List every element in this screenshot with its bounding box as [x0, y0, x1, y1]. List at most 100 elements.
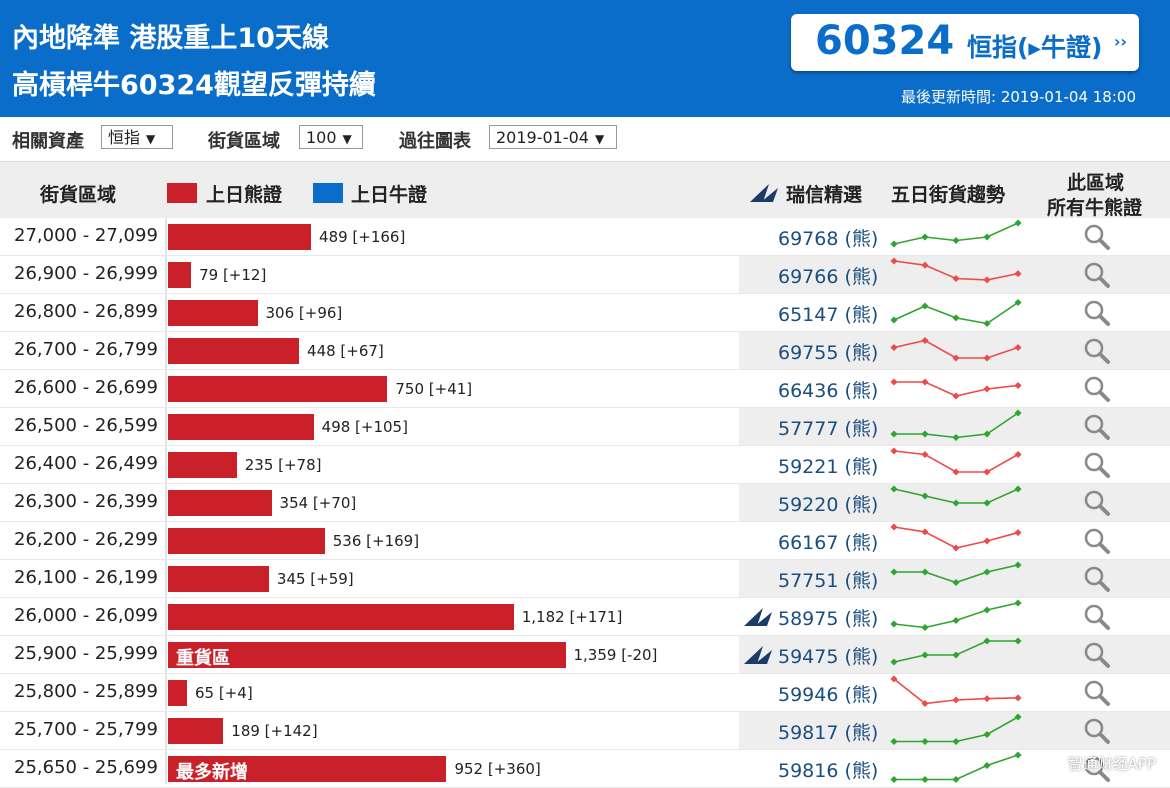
bar-tag: 重貨區	[176, 648, 230, 669]
search-icon[interactable]	[1083, 413, 1111, 441]
warrant-type: (熊)	[844, 342, 879, 364]
trend-point	[1014, 219, 1022, 227]
range-label: 25,800 - 25,899	[14, 681, 158, 702]
bear-bar[interactable]	[168, 338, 300, 364]
bar-value-label: 1,182 [+171]	[521, 608, 623, 626]
search-icon[interactable]	[1083, 261, 1111, 289]
bear-bar[interactable]	[168, 566, 269, 592]
bear-bar[interactable]	[168, 718, 224, 744]
warrant-type: (熊)	[844, 456, 879, 478]
bear-bar[interactable]	[168, 376, 388, 402]
bear-bar[interactable]	[168, 490, 272, 516]
history-select[interactable]: 2019-01-04 ▼	[489, 125, 617, 149]
bear-bar[interactable]	[168, 300, 258, 326]
warrant-code-link[interactable]: 66167 (熊)	[778, 528, 878, 555]
row-separator	[0, 559, 1170, 560]
caret-down-icon: ▼	[146, 132, 156, 146]
trend-point	[983, 568, 991, 576]
bear-bar[interactable]	[168, 414, 314, 440]
trend-sparkline	[890, 447, 1022, 476]
warrant-code-link[interactable]: 69766 (熊)	[778, 262, 878, 289]
search-icon[interactable]	[1083, 299, 1111, 327]
range-label: 26,900 - 26,999	[14, 263, 158, 284]
warrant-code-link[interactable]: 65147 (熊)	[778, 300, 878, 327]
row-separator	[0, 369, 1170, 370]
search-icon[interactable]	[1083, 717, 1111, 745]
search-icon[interactable]	[1083, 679, 1111, 707]
trend-point	[921, 430, 929, 438]
trend-point	[952, 696, 960, 704]
warrant-type: (熊)	[844, 722, 879, 744]
range-label: 26,600 - 26,699	[14, 377, 158, 398]
bear-bar[interactable]	[168, 262, 192, 288]
row-separator	[0, 407, 1170, 408]
warrant-code: 65147	[778, 304, 839, 326]
search-icon[interactable]	[1083, 565, 1111, 593]
warrant-code-link[interactable]: 57751 (熊)	[778, 566, 878, 593]
warrant-code-link[interactable]: 57777 (熊)	[778, 414, 878, 441]
search-icon[interactable]	[1083, 337, 1111, 365]
trend-point	[921, 233, 929, 241]
range-label: 25,650 - 25,699	[14, 757, 158, 778]
trend-sparkline	[890, 219, 1022, 248]
bear-bar[interactable]: 重貨區	[168, 642, 566, 669]
warrant-code: 69755	[778, 342, 839, 364]
trend-point	[983, 233, 991, 241]
warrant-code-link[interactable]: 58975 (熊)	[778, 604, 878, 631]
bear-bar[interactable]	[168, 528, 325, 554]
headline-line1[interactable]: 內地降準 港股重上10天線	[12, 23, 329, 54]
warrant-code-link[interactable]: 59221 (熊)	[778, 452, 878, 479]
trend-point	[1014, 485, 1022, 493]
row-separator	[0, 445, 1170, 446]
bear-bar[interactable]	[168, 680, 187, 706]
search-icon[interactable]	[1083, 223, 1111, 251]
trend-sparkline	[890, 409, 1022, 442]
warrant-code-link[interactable]: 69755 (熊)	[778, 338, 878, 365]
trend-point	[890, 775, 898, 784]
trend-point	[983, 354, 991, 362]
warrant-code-link[interactable]: 59220 (熊)	[778, 490, 878, 517]
search-icon[interactable]	[1083, 641, 1111, 669]
bar-value-label: 489 [+166]	[319, 228, 406, 246]
headline-line2[interactable]: 高槓桿牛60324觀望反彈持續	[12, 70, 376, 101]
search-icon[interactable]	[1083, 375, 1111, 403]
trend-point	[1014, 409, 1022, 417]
warrant-code: 66167	[778, 532, 839, 554]
zone-label: 街貨區域	[208, 131, 280, 152]
bar-value-label: 189 [+142]	[231, 722, 318, 740]
trend-sparkline	[890, 713, 1022, 746]
trend-point	[1014, 298, 1022, 307]
trend-sparkline	[890, 378, 1022, 400]
bear-bar[interactable]	[168, 452, 237, 478]
warrant-code-link[interactable]: 69768 (熊)	[778, 224, 878, 251]
asset-select[interactable]: 恒指 ▼	[101, 125, 173, 149]
range-label: 26,700 - 26,799	[14, 339, 158, 360]
trend-point	[890, 523, 898, 531]
search-icon[interactable]	[1083, 451, 1111, 479]
warrant-code-link[interactable]: 59475 (熊)	[778, 642, 878, 669]
trend-point	[921, 775, 929, 784]
trend-point	[1014, 529, 1022, 537]
bear-bar[interactable]	[168, 604, 514, 630]
warrant-code-link[interactable]: 59817 (熊)	[778, 718, 878, 745]
search-icon[interactable]	[1083, 527, 1111, 555]
trend-sparkline	[890, 485, 1022, 507]
col-all-line2: 所有牛熊證	[1047, 197, 1143, 219]
warrant-code-link[interactable]: 59946 (熊)	[778, 680, 878, 707]
trend-point	[952, 354, 960, 362]
warrant-code-link[interactable]: 66436 (熊)	[778, 376, 878, 403]
col-pick: 瑞信精選	[786, 184, 863, 206]
range-label: 26,500 - 26,599	[14, 415, 158, 436]
search-icon[interactable]	[1083, 489, 1111, 517]
bear-bar[interactable]	[168, 224, 312, 250]
featured-warrant-button[interactable]: 60324 恒指(▸牛證) ››	[791, 14, 1139, 71]
bar-value-label: 952 [+360]	[454, 760, 541, 778]
bear-bar[interactable]: 最多新增	[168, 756, 447, 783]
trend-point	[952, 737, 960, 746]
zone-select[interactable]: 100 ▼	[299, 125, 363, 149]
warrant-type: (熊)	[844, 304, 879, 326]
warrant-code-link[interactable]: 59816 (熊)	[778, 756, 878, 783]
credit-suisse-sails-icon	[744, 646, 772, 664]
search-icon[interactable]	[1083, 755, 1111, 783]
search-icon[interactable]	[1083, 603, 1111, 631]
